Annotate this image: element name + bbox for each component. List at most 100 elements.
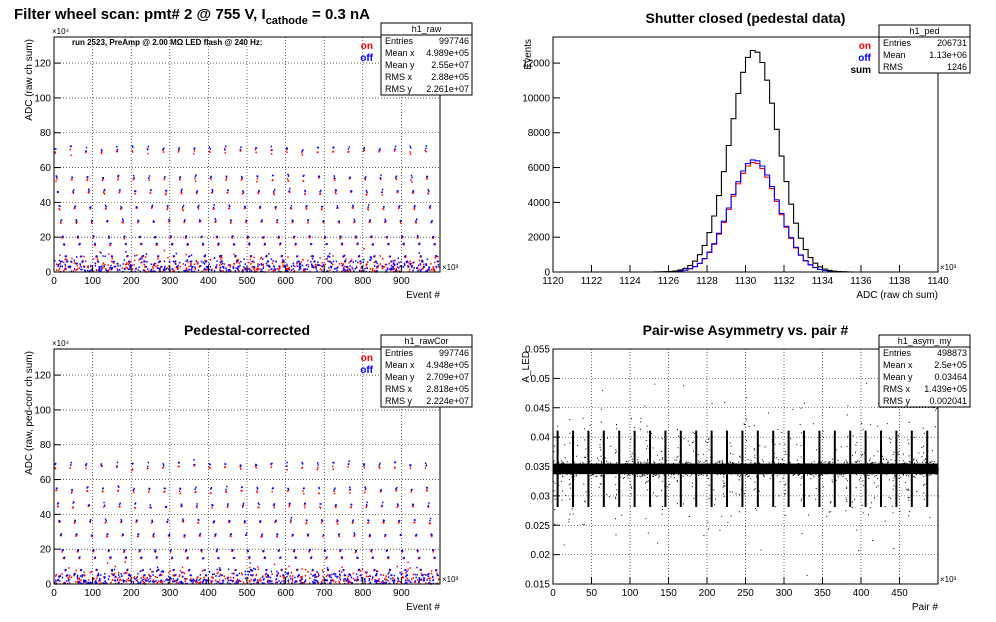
- x-tick-label: 600: [277, 276, 294, 287]
- y-tick-label: 0.045: [525, 403, 550, 414]
- x-tick-label: 400: [200, 276, 217, 287]
- x-tick-label: 0: [51, 276, 57, 287]
- y-tick-label: 40: [40, 198, 52, 209]
- y-tick-label: 12000: [522, 59, 550, 70]
- y-axis-label: Events: [523, 39, 534, 70]
- stats-row-value: 2.224e+07: [426, 396, 469, 406]
- y-tick-label: 10000: [522, 93, 550, 104]
- x-tick-label: 600: [277, 588, 294, 599]
- stats-row-value: 1.439e+05: [924, 384, 967, 394]
- stats-row-label: Mean y: [385, 372, 415, 382]
- x-tick-label: 400: [200, 588, 217, 599]
- y-exponent-label: ×10⁴: [52, 339, 70, 348]
- y-tick-label: 80: [40, 128, 52, 139]
- stats-row-label: Entries: [385, 348, 414, 358]
- x-tick-label: 900: [393, 588, 410, 599]
- x-tick-label: 900: [393, 276, 410, 287]
- x-tick-label: 800: [354, 588, 371, 599]
- stats-row-label: Mean y: [883, 372, 913, 382]
- stats-row-label: Mean: [883, 50, 906, 60]
- grid-rawCor: [54, 349, 440, 584]
- x-tick-label: 1136: [850, 276, 872, 287]
- stats-row-value: 2.709e+07: [426, 372, 469, 382]
- x-tick-label: 250: [737, 588, 754, 599]
- y-tick-label: 6000: [528, 163, 551, 174]
- data-ped: [553, 49, 938, 273]
- legend-entry-sum: sum: [850, 65, 871, 76]
- x-exponent-label: ×10³: [940, 575, 957, 584]
- legend-entry-off: off: [858, 53, 871, 64]
- x-tick-label: 1128: [696, 276, 718, 287]
- x-axis-label: ADC (raw ch sum): [856, 290, 938, 301]
- page-title: Filter wheel scan: pmt# 2 @ 755 V, Icath…: [14, 6, 370, 27]
- stats-row-value: 2.55e+07: [431, 60, 469, 70]
- stats-row-label: Entries: [883, 38, 912, 48]
- x-tick-label: 200: [123, 276, 140, 287]
- axes-raw: 0 100 200 300 400 500 600 700 800 900 0 20 40 60 80 100…: [24, 27, 459, 301]
- stats-row-label: RMS x: [883, 384, 911, 394]
- y-axis-label: A_LED: [521, 351, 532, 383]
- asymmetry-core-band: [553, 463, 938, 475]
- chart-title: Shutter closed (pedestal data): [646, 10, 846, 26]
- x-tick-label: 200: [699, 588, 716, 599]
- x-tick-label: 100: [84, 276, 101, 287]
- x-tick-label: 1120: [542, 276, 564, 287]
- stats-row-value: 997746: [439, 36, 469, 46]
- y-tick-label: 60: [40, 475, 52, 486]
- x-tick-label: 450: [891, 588, 908, 599]
- x-tick-label: 100: [84, 588, 101, 599]
- chart-title: Pair-wise Asymmetry vs. pair #: [643, 322, 849, 338]
- x-tick-label: 700: [316, 276, 333, 287]
- y-tick-label: 120: [34, 371, 51, 382]
- x-exponent-label: ×10³: [442, 263, 459, 272]
- y-tick-label: 120: [34, 59, 51, 70]
- legend-entry-off: off: [360, 53, 373, 64]
- x-tick-label: 400: [853, 588, 870, 599]
- series-off-points: [54, 145, 440, 273]
- y-tick-label: 8000: [528, 128, 551, 139]
- stats-row-label: RMS x: [385, 72, 413, 82]
- y-tick-label: 0.04: [531, 433, 551, 444]
- y-tick-label: 0.03: [531, 491, 551, 502]
- stats-row-value: 2.5e+05: [934, 360, 967, 370]
- series-off-points: [54, 459, 439, 585]
- y-tick-label: 100: [34, 93, 51, 104]
- x-axis-label: Pair #: [912, 602, 939, 613]
- stats-row-label: RMS x: [385, 384, 413, 394]
- stats-row-value: 1246: [947, 62, 967, 72]
- stats-row-label: Mean x: [385, 360, 415, 370]
- stats-box-frame: [878, 24, 971, 74]
- legend-entry-on: on: [361, 353, 373, 364]
- stats-row-value: 1.13e+06: [929, 50, 967, 60]
- y-tick-label: 0.025: [525, 521, 550, 532]
- data-rawCor: [54, 459, 440, 585]
- stats-row-value: 206731: [937, 38, 967, 48]
- stats-box-raw: h1_raw Entries 997746 Mean x 4.989e+05 Mean y…: [380, 22, 473, 96]
- stats-box-ped: h1_ped Entries 206731 Mean 1.13e+06 RMS 1246: [878, 24, 971, 74]
- axes-rawCor: 0 100 200 300 400 500 600 700 800 900 0 20 40 60 80 100…: [24, 339, 459, 613]
- x-tick-label: 500: [239, 276, 256, 287]
- stats-row-label: RMS: [883, 62, 903, 72]
- x-tick-label: 700: [316, 588, 333, 599]
- x-tick-label: 1134: [812, 276, 834, 287]
- data-raw: [54, 145, 440, 273]
- y-tick-label: 0.02: [531, 550, 551, 561]
- y-tick-label: 20: [40, 233, 52, 244]
- y-tick-label: 0.035: [525, 462, 550, 473]
- x-axis-label: Event #: [406, 602, 440, 613]
- page-title-suffix: = 0.3 nA: [307, 6, 370, 23]
- x-axis-label: Event #: [406, 290, 440, 301]
- axes-asym: 0 50 100 150 200 250 300 350 400 450 0.015 0.02 0.02…: [521, 345, 957, 614]
- stats-row-value: 498873: [937, 348, 967, 358]
- x-tick-label: 300: [161, 276, 178, 287]
- x-tick-label: 300: [161, 588, 178, 599]
- stats-box-name: h1_raw: [412, 24, 442, 34]
- axes-ped: 1120 1122 1124 1126 1128 1130 1132 1134 1136 1138…: [522, 39, 956, 301]
- stats-row-label: Mean x: [883, 360, 913, 370]
- stats-row-label: Mean x: [385, 48, 415, 58]
- y-tick-label: 40: [40, 510, 52, 521]
- stats-row-value: 2.261e+07: [426, 84, 469, 94]
- y-tick-label: 0: [45, 268, 51, 279]
- legend-entry-off: off: [360, 365, 373, 376]
- x-exponent-label: ×10³: [442, 575, 459, 584]
